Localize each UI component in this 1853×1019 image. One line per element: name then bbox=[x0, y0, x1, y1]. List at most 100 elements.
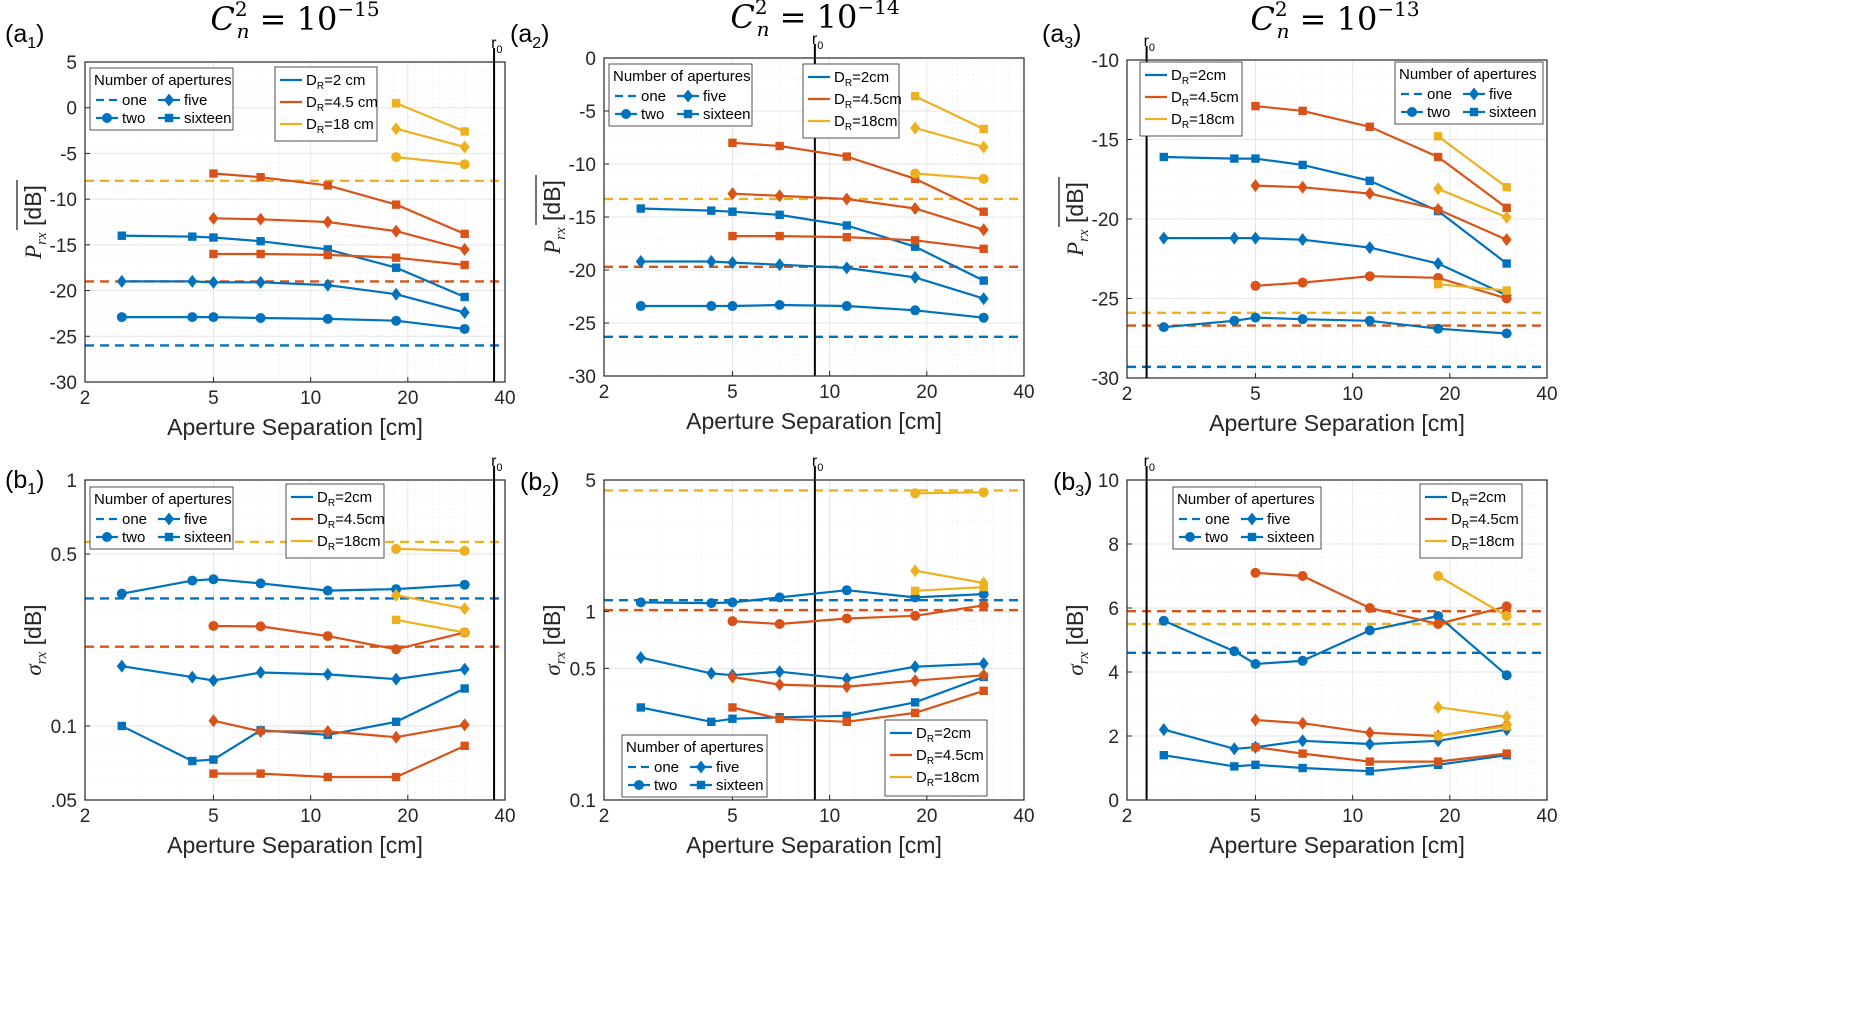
data-point bbox=[910, 564, 921, 578]
data-point bbox=[460, 127, 469, 136]
data-point bbox=[775, 231, 784, 241]
data-point bbox=[255, 578, 266, 589]
panel-label: (b1) bbox=[5, 466, 44, 498]
data-point bbox=[635, 255, 646, 269]
x-tick-label: 40 bbox=[1536, 806, 1557, 827]
data-point bbox=[774, 258, 785, 272]
data-point bbox=[1297, 180, 1308, 194]
data-point bbox=[255, 724, 266, 738]
series-line bbox=[915, 172, 984, 180]
panel-label: (a3) bbox=[1042, 20, 1081, 52]
data-point bbox=[1297, 233, 1308, 247]
data-point bbox=[706, 666, 717, 680]
data-point bbox=[910, 305, 921, 316]
data-point bbox=[256, 769, 265, 778]
data-point bbox=[910, 202, 921, 216]
data-point bbox=[459, 242, 470, 256]
data-point bbox=[910, 610, 921, 621]
y-tick-label: 0.1 bbox=[570, 791, 596, 812]
legend-apertures: Number of apertures one five two sixteen bbox=[1172, 486, 1322, 550]
data-point bbox=[1250, 713, 1261, 727]
data-point bbox=[1364, 726, 1375, 740]
legend-dr-entry: DR=18cm bbox=[1171, 111, 1235, 131]
data-point bbox=[322, 215, 333, 229]
x-tick-label: 2 bbox=[80, 388, 91, 409]
data-point bbox=[706, 301, 717, 312]
r0-label: r0 bbox=[812, 31, 823, 52]
data-point bbox=[208, 275, 219, 289]
y-tick-label: -25 bbox=[50, 327, 77, 348]
x-tick-label: 20 bbox=[1439, 806, 1460, 827]
series-line bbox=[395, 127, 465, 149]
data-point bbox=[1230, 762, 1239, 771]
legend-title: Number of apertures bbox=[1399, 66, 1537, 83]
data-point bbox=[979, 686, 988, 695]
y-axis-label: σrx [dB] bbox=[539, 604, 569, 675]
data-point bbox=[1158, 615, 1169, 626]
legend-marker bbox=[164, 512, 174, 526]
data-point bbox=[391, 122, 402, 136]
data-point bbox=[774, 189, 785, 203]
data-point bbox=[1433, 731, 1443, 741]
legend-dr-entry: DR=2cm bbox=[1451, 489, 1506, 509]
data-point bbox=[1501, 233, 1512, 247]
data-point bbox=[707, 206, 716, 215]
data-point bbox=[322, 631, 333, 642]
data-point bbox=[841, 672, 852, 686]
x-tick-label: 2 bbox=[1122, 806, 1133, 827]
legend-marker bbox=[634, 780, 644, 790]
y-tick-label: -5 bbox=[579, 102, 596, 123]
data-point bbox=[209, 169, 218, 178]
data-point bbox=[1158, 322, 1169, 333]
data-point bbox=[459, 306, 470, 320]
data-point bbox=[1501, 328, 1512, 339]
data-point bbox=[979, 276, 988, 285]
series-line bbox=[1437, 725, 1507, 738]
series-line bbox=[395, 618, 465, 634]
data-point bbox=[460, 684, 469, 693]
x-tick-label: 2 bbox=[599, 382, 610, 403]
series-line bbox=[914, 95, 985, 130]
data-point bbox=[775, 141, 784, 151]
legend-marker bbox=[1247, 532, 1257, 542]
r0-label: r0 bbox=[491, 453, 502, 474]
data-point bbox=[910, 121, 921, 135]
legend-sixteen: sixteen bbox=[703, 106, 751, 123]
data-point bbox=[1433, 182, 1444, 196]
legend-dr-entry: DR=4.5cm bbox=[916, 747, 984, 767]
data-point bbox=[775, 714, 784, 723]
data-point bbox=[774, 665, 785, 679]
panel-a2: r0 2 5 10 20 40 0 -5 -10 -15 -20 -25 -30 Aperture Sep… bbox=[510, 0, 1035, 434]
data-point bbox=[391, 543, 402, 554]
data-point bbox=[255, 665, 266, 679]
legend-one: one bbox=[122, 511, 147, 528]
legend-two: two bbox=[122, 110, 145, 127]
data-point bbox=[209, 233, 218, 242]
data-point bbox=[1433, 323, 1444, 334]
data-point bbox=[459, 545, 470, 556]
series-line bbox=[395, 156, 465, 166]
data-point bbox=[1502, 259, 1511, 268]
data-point bbox=[841, 680, 852, 694]
data-point bbox=[1501, 293, 1512, 304]
data-point bbox=[1433, 700, 1444, 714]
x-tick-label: 10 bbox=[1342, 806, 1363, 827]
data-point bbox=[208, 674, 219, 688]
data-point bbox=[841, 192, 852, 206]
data-point bbox=[1433, 257, 1444, 271]
series-line bbox=[395, 594, 465, 610]
x-tick-label: 5 bbox=[208, 388, 219, 409]
data-point bbox=[323, 245, 332, 254]
data-point bbox=[208, 574, 219, 585]
data-point bbox=[910, 168, 921, 179]
data-point bbox=[1297, 716, 1308, 730]
y-tick-label: 0 bbox=[1108, 791, 1119, 812]
data-point bbox=[1364, 315, 1375, 326]
data-point bbox=[635, 301, 646, 312]
data-point bbox=[1298, 160, 1307, 170]
data-point bbox=[727, 670, 738, 684]
